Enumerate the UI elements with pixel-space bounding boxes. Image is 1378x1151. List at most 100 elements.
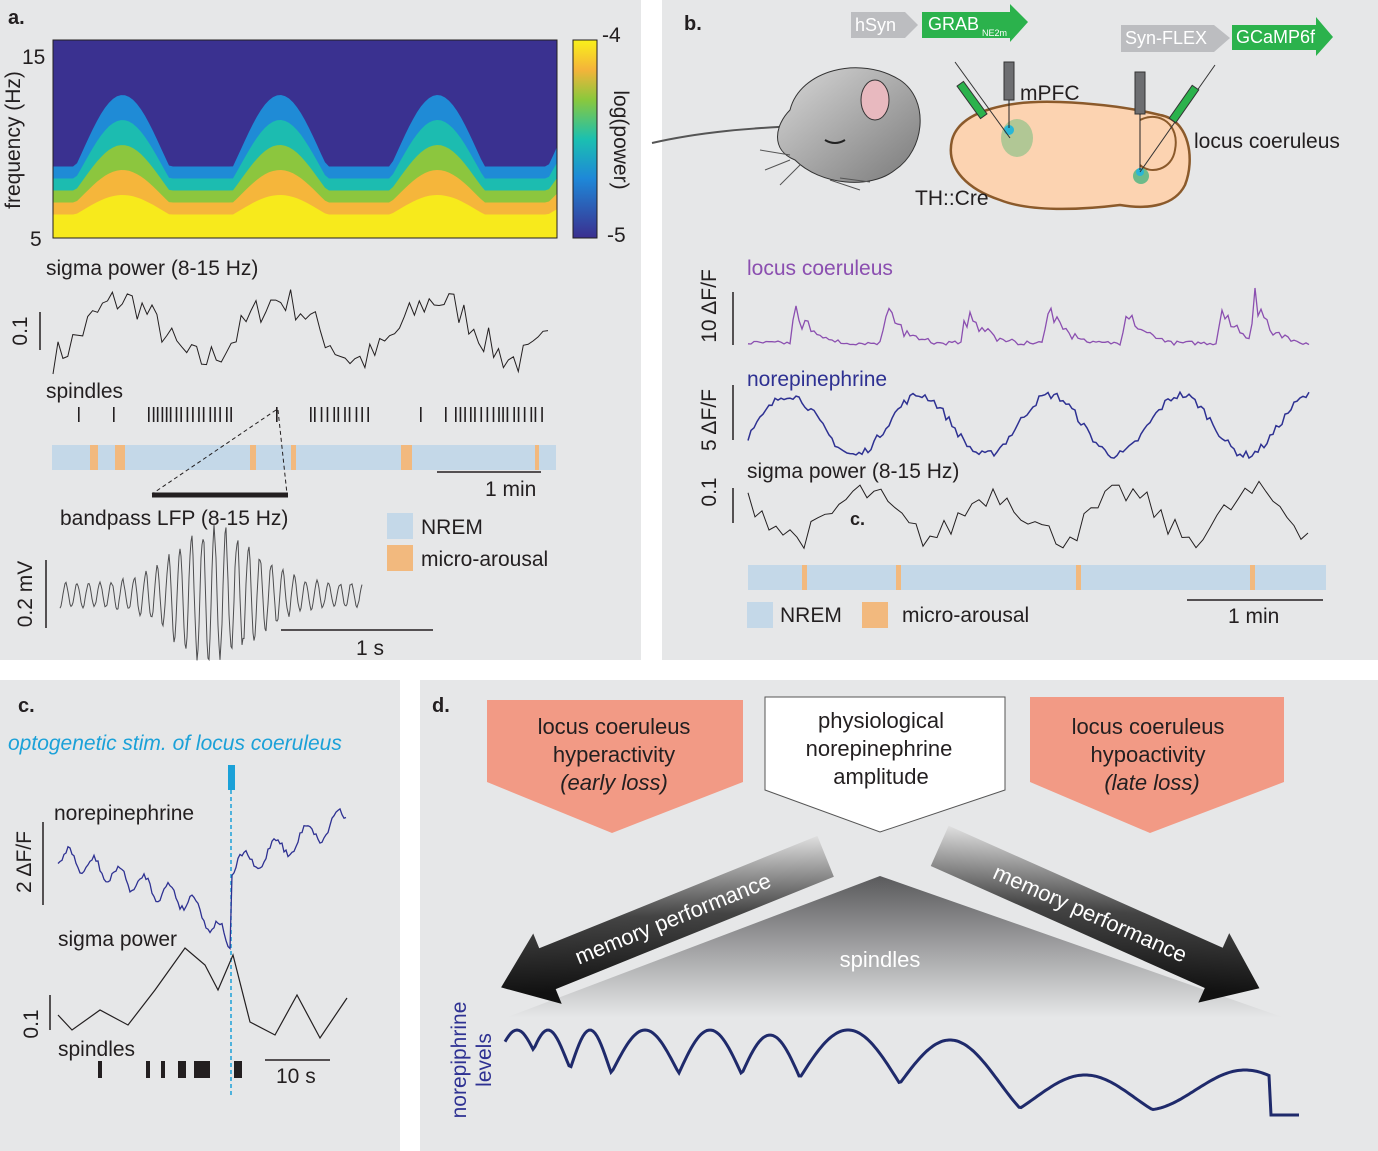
lc-trace: [747, 287, 1310, 347]
spindle-tick: [320, 407, 323, 422]
spindle-tick: [513, 407, 515, 422]
panel-d-letter: d.: [432, 695, 450, 717]
spindle-tick: [98, 1061, 102, 1078]
spindle-tick: [344, 407, 346, 422]
physiological-line1: physiological: [818, 708, 944, 733]
spindle-tick: [314, 407, 316, 422]
spindle-tick: [530, 407, 533, 422]
spindle-tick: [469, 407, 472, 422]
stim-pulse: [228, 765, 235, 790]
colorbar-max: -4: [602, 24, 621, 47]
spectrogram-ytick-min: 5: [30, 228, 42, 251]
spindle-tick: [464, 407, 466, 422]
spindle-tick: [445, 407, 447, 422]
spindles-label: spindles: [58, 1038, 135, 1061]
spindle-tick: [152, 407, 155, 422]
mouse-line-label: TH::Cre: [915, 187, 989, 210]
colorbar-min: -5: [607, 224, 626, 247]
spindle-tick: [474, 407, 476, 422]
spindle-tick: [165, 407, 168, 422]
spindle-tick: [148, 407, 150, 422]
spindle-tick: [367, 407, 369, 422]
spindle-tick: [209, 407, 212, 422]
hyperactivity-line1: locus coeruleus: [538, 714, 691, 739]
sigma-label: sigma power (8-15 Hz): [46, 257, 258, 280]
stray-label: c.: [850, 509, 865, 529]
ne-levels-line1: norepiphrine: [448, 1002, 471, 1119]
spindle-tick: [355, 407, 358, 422]
spindle-tick: [348, 407, 351, 422]
ne-scale-label: 2 ΔF/F: [13, 831, 36, 893]
spindle-tick: [161, 1061, 165, 1078]
spindle-tick: [498, 407, 500, 422]
legend-nrem-swatch: [387, 513, 413, 539]
time-scale-label: 10 s: [276, 1065, 316, 1088]
sigma-trace: [52, 289, 549, 375]
spindle-tick: [219, 407, 221, 422]
physiological-box: [764, 696, 1006, 833]
panel-c: c. optogenetic stim. of locus coeruleus …: [8, 695, 348, 1095]
time-scale-label: 1 min: [485, 478, 536, 501]
panel-a-letter: a.: [8, 7, 25, 29]
spindles-label: spindles: [46, 380, 123, 403]
micro-arousal-marker: [401, 445, 412, 470]
ne-trace: [57, 807, 347, 951]
legend-nrem-label: NREM: [780, 604, 842, 627]
spectrogram-ytick-max: 15: [22, 46, 45, 69]
micro-arousal-marker: [250, 445, 256, 470]
spindle-tick: [455, 407, 457, 422]
spectrogram-frame: [52, 39, 558, 239]
spindle-tick: [361, 407, 363, 422]
spindle-tick: [180, 407, 182, 422]
sensor-arrow: [1232, 17, 1333, 56]
mouse-illustration: [651, 67, 921, 191]
panel-c-letter: c.: [18, 695, 35, 717]
arrow-shape: [930, 825, 1260, 1003]
arrow-shape: [501, 835, 834, 1004]
legend-micro-arousal-swatch: [862, 602, 888, 628]
lfp-scale-label: 0.2 mV: [14, 561, 37, 628]
hyperactivity-box: [487, 700, 743, 833]
promoter-label: hSyn: [855, 15, 896, 35]
spectrogram: [53, 40, 557, 238]
spindle-tick: [420, 407, 422, 422]
ne-label: norepinephrine: [54, 802, 194, 825]
spindle-tick: [234, 1061, 242, 1078]
spindle-raster: [78, 407, 543, 422]
mpfc-injection-site: [1001, 119, 1033, 157]
sensor-subscript: NE2m: [982, 28, 1007, 38]
micro-arousal-marker: [1250, 565, 1255, 590]
spindle-tick: [506, 407, 509, 422]
spindle-tick: [534, 407, 537, 422]
promoter-label: Syn-FLEX: [1125, 28, 1207, 48]
spindle-tick: [178, 1061, 186, 1078]
spindle-tick: [310, 407, 312, 422]
hyperactivity-line2: hyperactivity: [553, 742, 675, 767]
colorbar-label: log(power): [609, 90, 632, 189]
spindle-tick: [337, 407, 340, 422]
spindle-tick: [175, 407, 178, 422]
sigma-scale-label: 0.1: [698, 477, 721, 506]
panel-b: b. hSyn GRAB NE2m Syn-FLEX GCaMP6f: [651, 4, 1340, 628]
hypnogram-micro-arousals: [90, 445, 539, 470]
sigma-trace: [57, 947, 348, 1040]
spindle-tick: [146, 1061, 150, 1078]
sigma-label: sigma power: [58, 928, 177, 951]
construct-synflex-gcamp: Syn-FLEX GCaMP6f: [1121, 17, 1333, 56]
stim-label: optogenetic stim. of locus coeruleus: [8, 732, 342, 755]
spindle-tick: [276, 407, 278, 422]
promoter-arrow: [851, 12, 918, 38]
time-scale-label: 1 min: [1228, 605, 1279, 628]
mouse-ear: [860, 79, 890, 121]
spindle-tick: [156, 407, 159, 422]
mouse-eye: [824, 139, 846, 144]
spindle-tick: [194, 1061, 210, 1078]
panel-b-letter: b.: [684, 13, 702, 35]
hypnogram-nrem: [748, 565, 1326, 590]
ne-levels-line2: levels: [473, 1033, 496, 1087]
legend-nrem-label: NREM: [421, 516, 483, 539]
micro-arousal-marker: [115, 445, 125, 470]
spindle-tick: [214, 407, 216, 422]
hyperactivity-line3: (early loss): [560, 770, 668, 795]
spindle-tick: [113, 407, 115, 422]
